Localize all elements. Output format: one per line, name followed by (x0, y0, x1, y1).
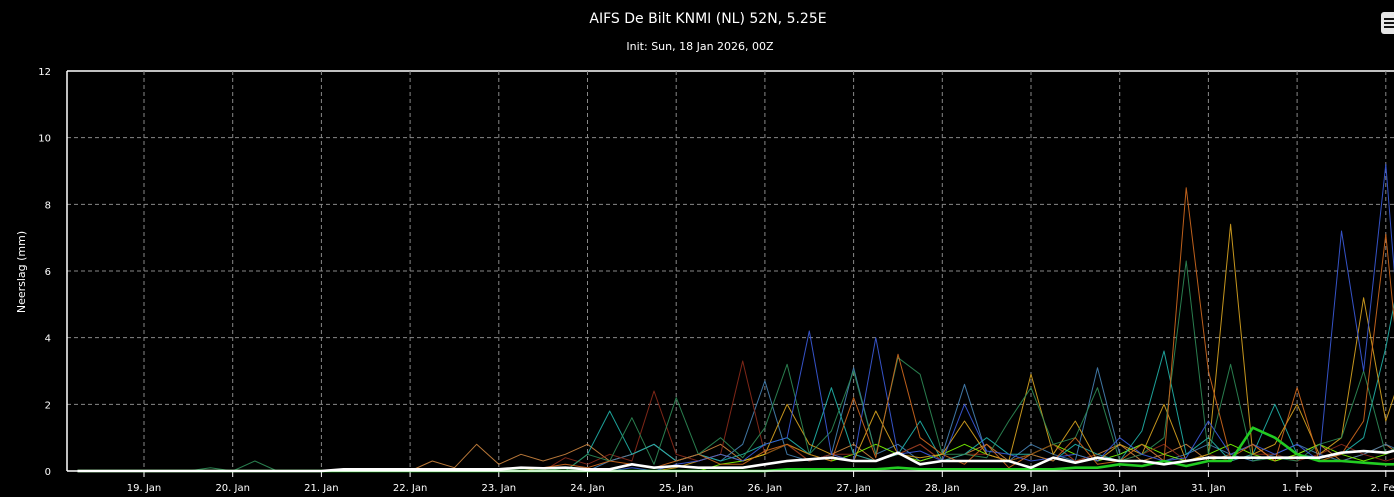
y-tick-label: 0 (45, 467, 51, 478)
x-axis-ticks: 19. Jan 20. Jan 21. Jan 22. Jan 23. Jan 24. J… (127, 483, 1394, 494)
series-line (77, 260, 1394, 472)
series-line (77, 443, 1394, 472)
series-line (77, 187, 1394, 472)
x-tick-label: 22. Jan (393, 483, 428, 494)
chart-menu-button[interactable] (1381, 12, 1394, 34)
series-line (77, 449, 1394, 473)
menu-bar-icon (1384, 18, 1394, 20)
series-line (77, 360, 1394, 472)
series-line (77, 223, 1394, 472)
x-tick-label: 21. Jan (304, 483, 339, 494)
x-tick-label: 29. Jan (1014, 483, 1049, 494)
x-tick-label: 20. Jan (215, 483, 250, 494)
y-axis-label: Neerslag (mm) (15, 231, 28, 313)
y-tick-label: 4 (45, 334, 51, 345)
y-tick-label: 6 (45, 267, 51, 278)
x-tick-label: 27. Jan (836, 483, 871, 494)
x-tick-label: 30. Jan (1102, 483, 1137, 494)
x-tick-label: 24. Jan (570, 483, 605, 494)
series-group (77, 163, 1394, 473)
chart-title: AIFS De Bilt KNMI (NL) 52N, 5.25E (589, 11, 826, 27)
x-tick-label: 1. Feb (1282, 483, 1312, 494)
grid (66, 70, 1394, 477)
x-tick-label: 31. Jan (1191, 483, 1226, 494)
y-tick-label: 8 (45, 200, 51, 211)
chart-subtitle: Init: Sun, 18 Jan 2026, 00Z (626, 40, 774, 53)
y-axis-ticks: 0 2 4 6 8 10 12 (38, 67, 51, 478)
x-tick-label: 19. Jan (127, 483, 162, 494)
y-tick-label: 2 (45, 400, 51, 411)
x-tick-label: 2. Feb (1371, 483, 1394, 494)
y-tick-label: 10 (38, 134, 51, 145)
x-tick-label: 28. Jan (925, 483, 960, 494)
x-tick-label: 26. Jan (748, 483, 783, 494)
series-line (77, 163, 1394, 472)
menu-bar-icon (1384, 22, 1394, 24)
x-tick-label: 23. Jan (482, 483, 517, 494)
menu-bar-icon (1384, 26, 1394, 28)
x-tick-label: 25. Jan (659, 483, 694, 494)
y-tick-label: 12 (38, 67, 51, 78)
